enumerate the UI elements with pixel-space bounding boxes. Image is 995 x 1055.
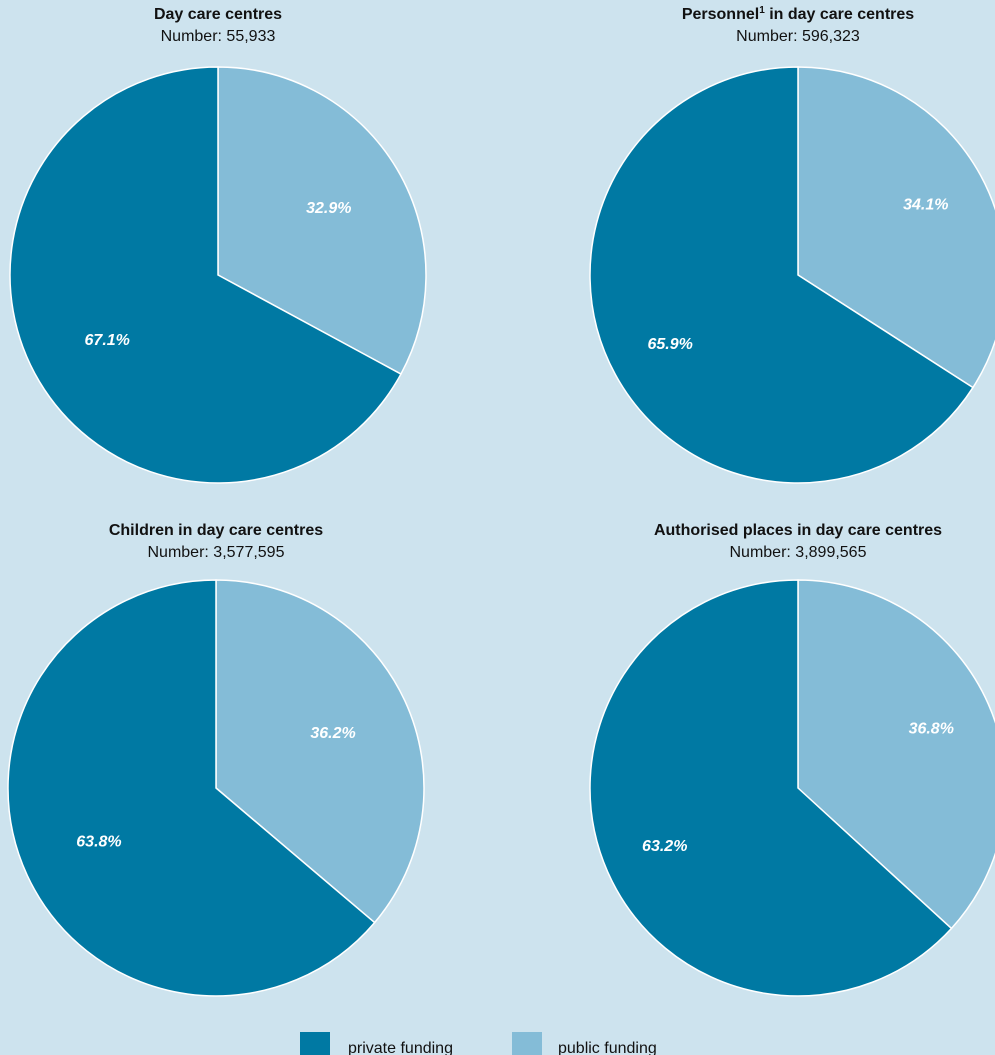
legend-swatch-public (512, 1032, 542, 1055)
pie-slice-public-funding (217, 66, 427, 376)
pie-chart-2: Personnel1 in day care centres Number: 59… (589, 5, 995, 484)
pie-chart-4: Authorised places in day care centres Num… (589, 522, 995, 997)
pie-slice-private-funding (7, 579, 376, 997)
pie-slice-public-funding (797, 579, 995, 930)
pie-slice-private-funding (9, 66, 402, 484)
pie-chart-1: Day care centres Number: 55,933 32.9% 67.1% (9, 6, 427, 484)
legend: private funding public funding (300, 1032, 657, 1055)
slice-label-public-funding: 34.1% (903, 196, 948, 213)
slice-label-public-funding: 36.2% (310, 725, 355, 742)
legend-swatch-private (300, 1032, 330, 1055)
pie-slice-public-funding (215, 579, 425, 924)
chart-title: Authorised places in day care centres (654, 522, 942, 539)
chart-subtitle: Number: 3,899,565 (730, 544, 867, 561)
pie-slice-private-funding (589, 66, 974, 484)
chart-title: Personnel1 in day care centres (682, 5, 914, 24)
slice-label-private-funding: 63.2% (642, 838, 687, 855)
chart-subtitle: Number: 3,577,595 (148, 544, 285, 561)
slice-label-private-funding: 65.9% (648, 336, 693, 353)
legend-label-private: private funding (348, 1040, 453, 1055)
slice-label-private-funding: 67.1% (85, 332, 130, 349)
pie-slice-public-funding (797, 66, 995, 389)
chart-title: Children in day care centres (109, 522, 323, 539)
slice-label-public-funding: 32.9% (306, 200, 351, 217)
pie-chart-3: Children in day care centres Number: 3,57… (7, 522, 425, 997)
pie-slice-private-funding (589, 579, 953, 997)
legend-label-public: public funding (558, 1040, 657, 1055)
slice-label-public-funding: 36.8% (909, 721, 954, 738)
chart-title: Day care centres (154, 6, 282, 23)
slice-label-private-funding: 63.8% (76, 833, 121, 850)
chart-subtitle: Number: 55,933 (161, 28, 276, 45)
chart-subtitle: Number: 596,323 (736, 28, 860, 45)
